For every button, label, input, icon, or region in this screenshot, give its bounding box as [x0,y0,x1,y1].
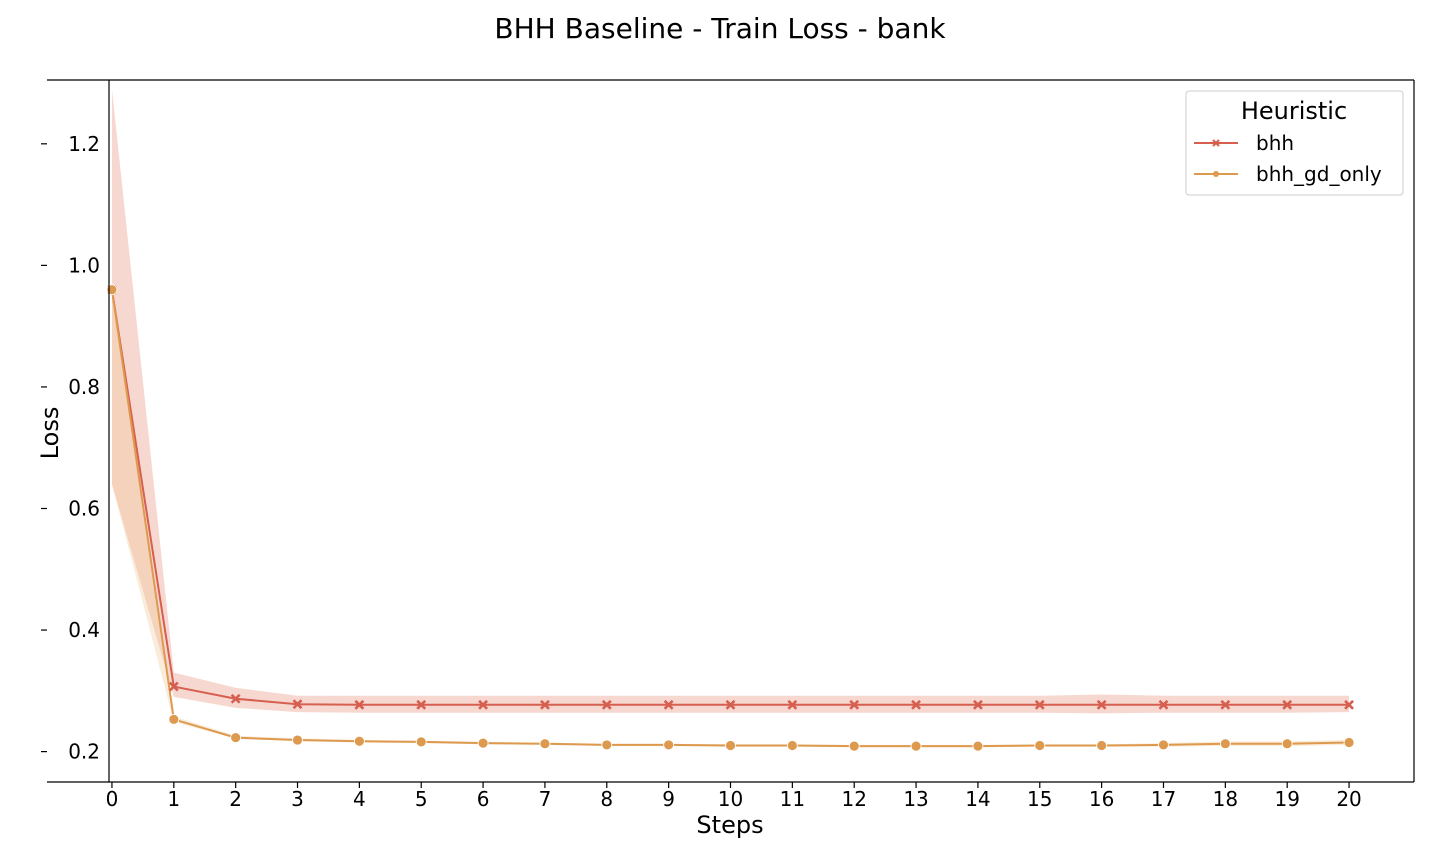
y-tick-label: 0.2 [68,740,100,764]
point-bhh-gd-only [601,739,613,751]
y-tick-label: 0.4 [68,618,100,642]
series-markers [106,284,1355,752]
point-bhh-gd-only [663,739,675,751]
y-axis-ticks: 0.2 0.4 0.6 0.8 1.0 1.2 [41,132,100,764]
legend-entries: bhh bhh_gd_only [1194,131,1382,186]
point-bhh [663,699,674,710]
point-bhh-gd-only [539,738,551,750]
x-tick-label: 12 [841,787,866,811]
x-tick-label: 11 [780,787,805,811]
x-tick-label: 4 [353,787,366,811]
band-bhh-gd-only [111,289,1350,748]
point-bhh [973,699,983,710]
point-bhh [1220,699,1231,710]
x-tick-label: 9 [662,787,675,811]
point-bhh [787,699,798,710]
point-bhh-gd-only [1219,738,1231,750]
x-tick-label: 13 [903,787,928,811]
legend-marker [1212,139,1220,147]
line-bhh-gd-only [110,289,1350,748]
confidence-bands [111,89,1350,748]
point-bhh-gd-only [230,732,242,744]
point-bhh-gd-only [292,734,303,746]
legend: Heuristic bhh bhh_gd_only [1185,90,1404,196]
y-axis-label: Loss [36,407,64,460]
point-bhh-gd-only [910,740,922,752]
y-tick-label: 0.6 [68,496,100,520]
point-bhh-gd-only [972,740,984,752]
point-bhh [416,699,427,710]
x-tick-label: 3 [291,787,304,811]
point-bhh [540,699,550,710]
point-bhh-gd-only [848,740,860,752]
x-tick-label: 20 [1336,787,1361,811]
band-bhh [111,89,1350,714]
point-bhh [601,699,612,710]
x-tick-label: 0 [106,787,119,811]
x-tick-label: 10 [718,787,743,811]
x-tick-label: 18 [1213,787,1238,811]
point-bhh [849,699,860,710]
legend-entry-bhh: bhh [1194,131,1294,155]
point-bhh-gd-only [168,713,180,725]
point-bhh-gd-only [786,740,798,751]
x-tick-label: 5 [415,787,428,811]
series-lines [110,289,1350,748]
x-axis-ticks: 0 1 2 3 4 5 6 7 8 9 10 11 12 13 14 15 16 17 18 19 20 [106,782,1362,811]
point-bhh [911,699,921,710]
point-bhh-gd-only [1343,737,1355,748]
x-tick-label: 2 [229,787,242,811]
x-axis-label: Steps [696,811,763,839]
point-bhh [1096,699,1107,710]
point-bhh-gd-only [1034,740,1046,751]
point-bhh-gd-only [1281,738,1293,750]
line-bhh [110,289,1350,706]
legend-label: bhh [1256,131,1294,155]
x-tick-label: 7 [539,787,552,811]
point-bhh [1282,699,1293,710]
x-tick-label: 14 [965,787,990,811]
legend-title: Heuristic [1241,97,1347,125]
point-bhh [1344,699,1354,710]
point-bhh-gd-only [477,737,489,749]
x-tick-label: 16 [1089,787,1114,811]
y-tick-label: 0.8 [68,375,100,399]
y-tick-label: 1.0 [68,253,100,277]
point-bhh [230,693,241,704]
point-bhh-gd-only [725,740,736,751]
point-bhh-gd-only [1158,739,1169,751]
point-bhh [725,699,736,710]
point-bhh [168,681,179,692]
x-tick-label: 19 [1274,787,1299,811]
x-tick-label: 8 [600,787,613,811]
point-bhh [1034,699,1045,710]
point-bhh-gd-only [1096,740,1108,751]
chart-title: BHH Baseline - Train Loss - bank [494,12,946,45]
legend-box [1185,90,1404,196]
point-bhh-gd-only [415,736,427,748]
point-bhh [478,699,488,710]
y-tick-label: 1.2 [68,132,100,156]
x-tick-label: 17 [1151,787,1176,811]
legend-entry-bhh-gd-only: bhh_gd_only [1194,162,1382,186]
point-bhh-gd-only [353,735,365,747]
legend-label: bhh_gd_only [1256,162,1382,186]
legend-marker [1213,171,1219,177]
x-tick-label: 1 [167,787,180,811]
point-bhh [1158,699,1169,710]
point-bhh [354,699,365,710]
x-tick-label: 6 [477,787,490,811]
point-bhh [292,699,303,710]
x-tick-label: 15 [1027,787,1052,811]
